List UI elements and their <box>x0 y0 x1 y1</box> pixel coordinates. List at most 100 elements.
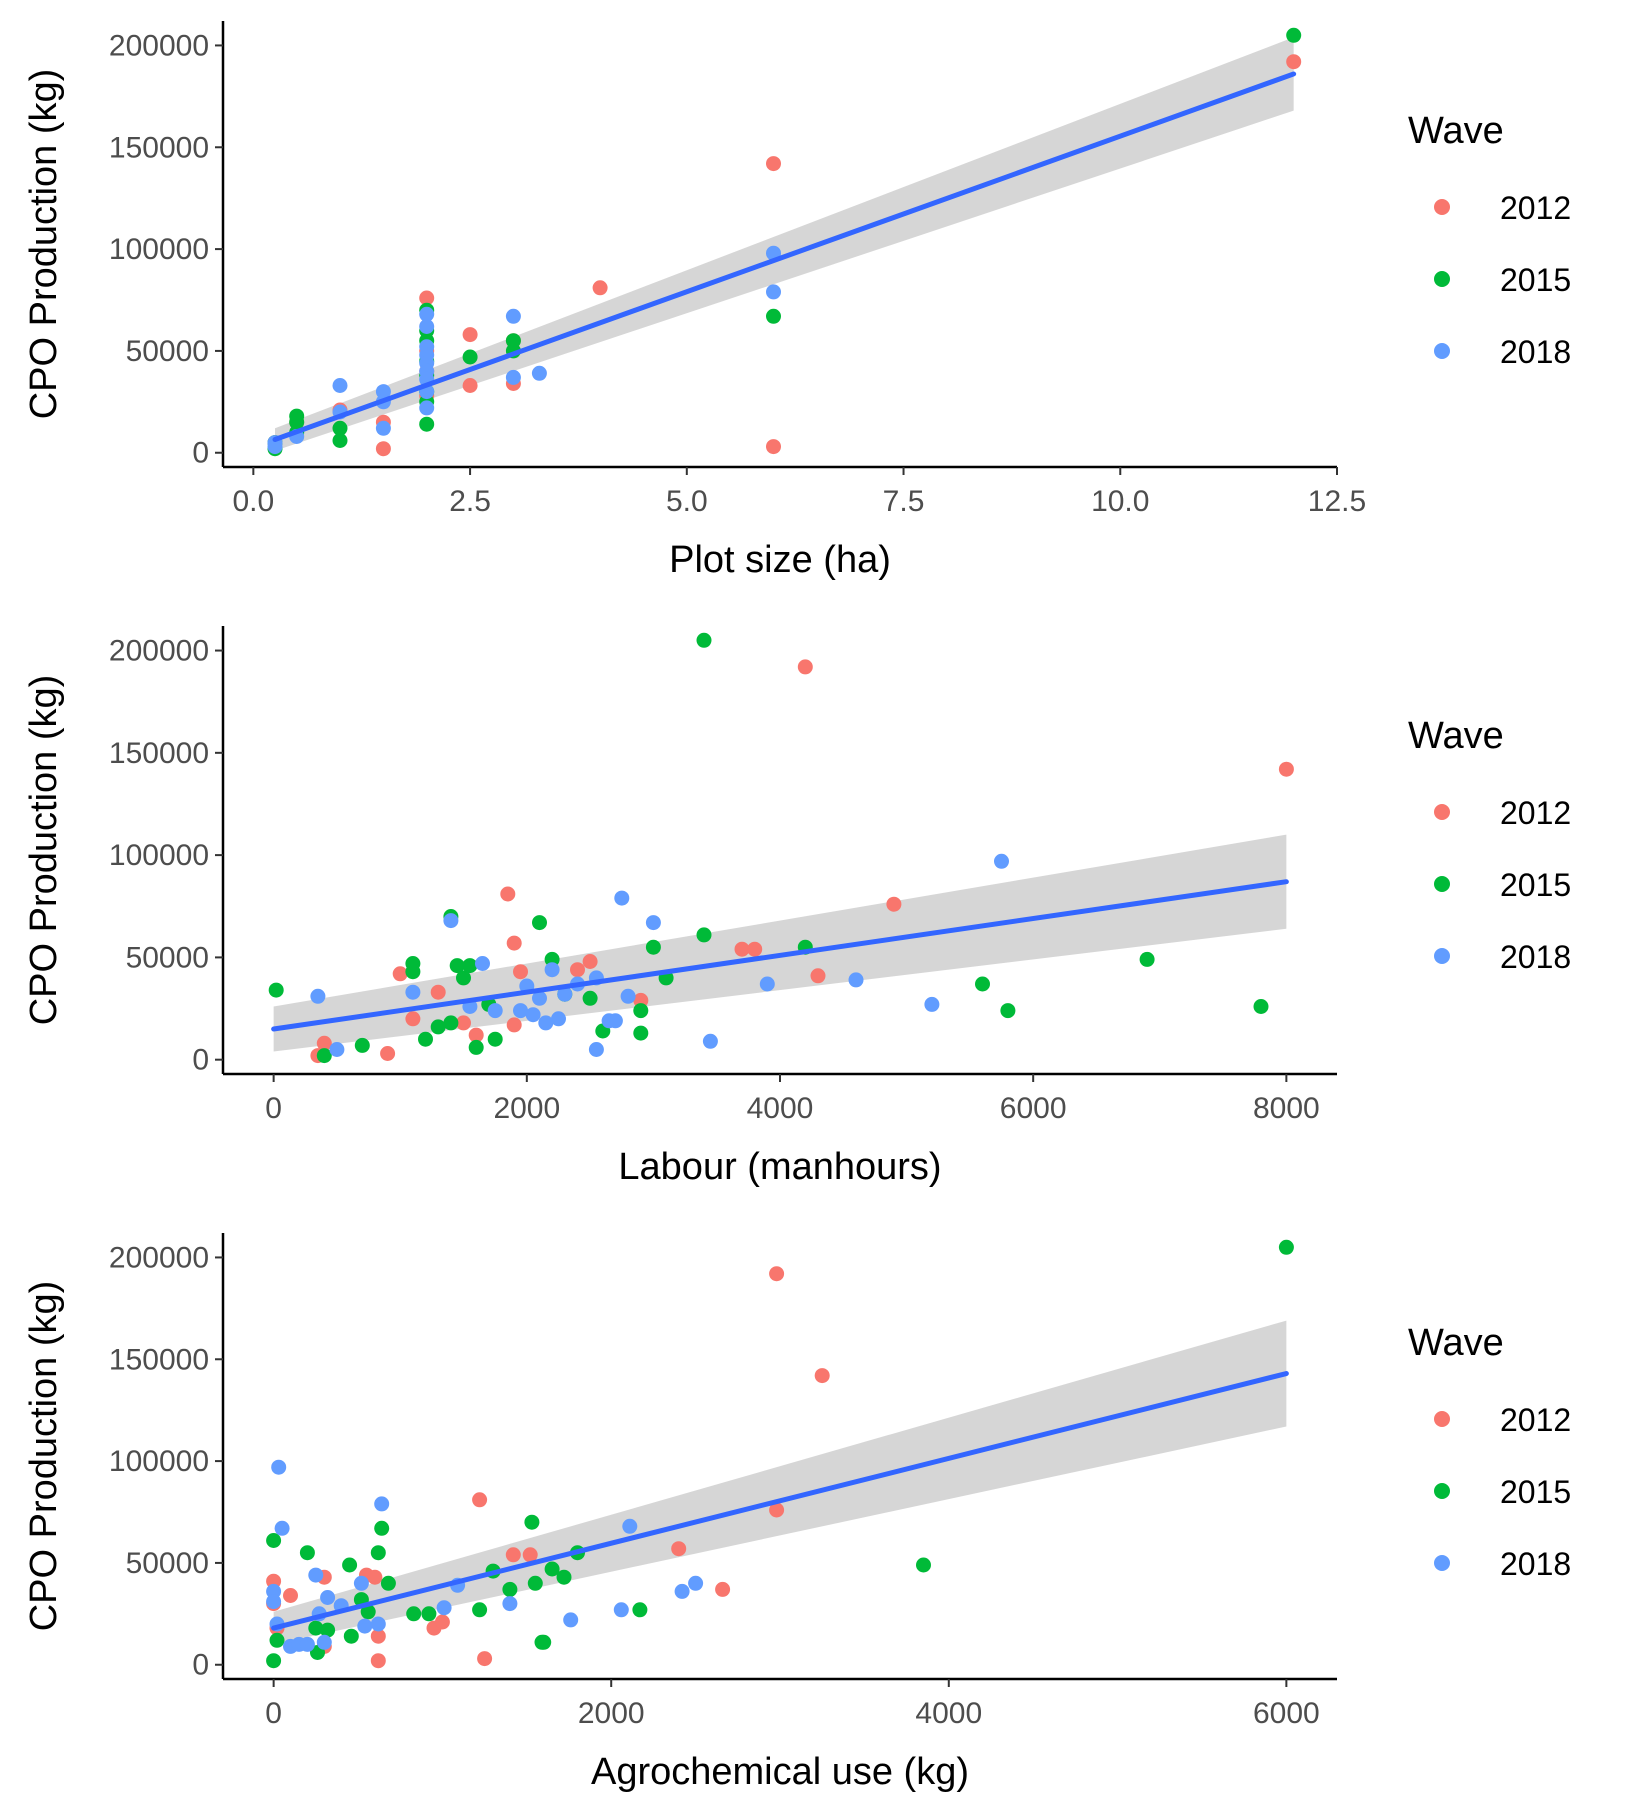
x-axis-title: Plot size (ha) <box>669 539 891 581</box>
legend-label-2012: 2012 <box>1500 795 1571 831</box>
data-point-2018 <box>320 1590 336 1605</box>
data-point-2012 <box>370 1628 386 1644</box>
data-point-2015 <box>544 1561 560 1577</box>
data-point-2012 <box>419 290 435 306</box>
chart-panel-1: 0 50000 100000 150000 200000 0.0 2.5 5.0 7.5 10.0… <box>23 21 1571 581</box>
data-point-2012 <box>715 1581 731 1597</box>
data-point-2012 <box>797 659 813 675</box>
x-tick-label: 4000 <box>915 1697 982 1730</box>
x-tick-label: 7.5 <box>883 485 925 518</box>
data-point-2018 <box>544 962 560 978</box>
x-tick-label: 8000 <box>1253 1092 1320 1125</box>
data-point-2018 <box>475 956 490 971</box>
data-point-2018 <box>531 365 547 381</box>
y-axis-title: CPO Production (kg) <box>23 675 65 1026</box>
data-point-2018 <box>443 913 459 929</box>
x-tick-label: 10.0 <box>1091 485 1149 518</box>
data-point-2018 <box>419 319 435 334</box>
data-point-2015 <box>405 956 421 971</box>
data-point-2018 <box>487 1003 503 1019</box>
data-point-2015 <box>556 1569 572 1585</box>
legend-key-2012 <box>1434 804 1450 820</box>
data-point-2015 <box>268 982 284 998</box>
data-point-2018 <box>266 1594 282 1610</box>
legend-label-2012: 2012 <box>1500 1402 1571 1438</box>
data-point-2015 <box>1000 1003 1016 1019</box>
data-point-2018 <box>620 988 636 1004</box>
data-point-2012 <box>506 1017 522 1033</box>
data-point-2018 <box>513 1003 528 1019</box>
data-point-2018 <box>332 378 348 393</box>
x-axis-title: Agrochemical use (kg) <box>591 1751 969 1793</box>
data-point-2012 <box>734 941 750 957</box>
y-tick-label: 50000 <box>126 335 209 368</box>
x-tick-label: 0.0 <box>232 485 274 518</box>
y-tick-label: 150000 <box>109 1343 209 1376</box>
data-point-2012 <box>592 280 608 296</box>
data-point-2018 <box>316 1634 332 1650</box>
regression-line <box>271 879 1289 1032</box>
data-point-2018 <box>375 420 391 436</box>
regression-line <box>272 71 1297 443</box>
y-tick-label: 100000 <box>109 839 209 872</box>
x-tick-label: 12.5 <box>1308 485 1366 518</box>
data-point-2015 <box>316 1048 332 1064</box>
data-point-2018 <box>271 1459 287 1475</box>
data-point-2012 <box>513 964 528 980</box>
data-point-2018 <box>557 986 573 1002</box>
data-point-2018 <box>353 1575 369 1591</box>
data-point-2018 <box>551 1011 566 1027</box>
data-point-2015 <box>462 349 478 365</box>
data-point-2015 <box>544 951 560 967</box>
data-point-2015 <box>1278 1239 1294 1255</box>
data-point-2012 <box>769 1266 785 1282</box>
legend: Wave 2012 2015 2018 <box>1408 715 1571 975</box>
legend-label-2018: 2018 <box>1500 939 1571 975</box>
data-point-2015 <box>269 1632 285 1648</box>
data-point-2018 <box>505 369 521 385</box>
data-point-2012 <box>456 1015 471 1031</box>
data-point-2018 <box>994 853 1009 869</box>
data-point-2012 <box>769 1502 785 1518</box>
data-point-2018 <box>538 1015 554 1031</box>
data-point-2012 <box>766 156 781 172</box>
data-point-2015 <box>332 433 348 448</box>
data-point-2012 <box>405 1011 421 1027</box>
data-point-2015 <box>502 1581 518 1597</box>
x-tick-label: 6000 <box>1253 1697 1320 1730</box>
data-point-2015 <box>487 1031 503 1047</box>
data-point-2015 <box>406 1606 422 1622</box>
data-point-2018 <box>848 972 864 988</box>
y-tick-label: 200000 <box>109 1241 209 1274</box>
legend-key-2018 <box>1434 1555 1450 1571</box>
data-point-2015 <box>343 1628 359 1644</box>
y-tick-label: 0 <box>192 1649 209 1682</box>
x-tick-label: 2000 <box>493 1092 560 1125</box>
data-point-2015 <box>975 976 990 992</box>
data-point-2018 <box>645 915 661 931</box>
data-point-2015 <box>342 1557 358 1573</box>
data-point-2012 <box>380 1046 396 1061</box>
x-tick-label: 2.5 <box>449 485 491 518</box>
data-point-2018 <box>766 284 781 300</box>
x-tick-label: 5.0 <box>666 485 708 518</box>
data-point-2018 <box>502 1596 518 1612</box>
data-point-2012 <box>472 1492 488 1508</box>
legend: Wave 2012 2015 2018 <box>1408 110 1571 370</box>
data-point-2012 <box>766 439 781 455</box>
data-point-2018 <box>613 1602 629 1618</box>
data-point-2015 <box>468 1039 484 1055</box>
data-point-2012 <box>582 954 598 969</box>
data-point-2012 <box>375 441 391 457</box>
data-point-2018 <box>622 1518 638 1534</box>
y-tick-label: 0 <box>192 437 209 470</box>
data-point-2012 <box>468 1027 484 1043</box>
x-tick-label: 2000 <box>578 1697 645 1730</box>
regression-line <box>271 1371 1289 1631</box>
data-point-2015 <box>1286 27 1302 43</box>
data-point-2015 <box>472 1602 488 1618</box>
data-point-2018 <box>405 984 421 1000</box>
data-point-2015 <box>360 1604 376 1620</box>
data-point-2015 <box>645 939 661 955</box>
legend-title: Wave <box>1408 715 1504 757</box>
